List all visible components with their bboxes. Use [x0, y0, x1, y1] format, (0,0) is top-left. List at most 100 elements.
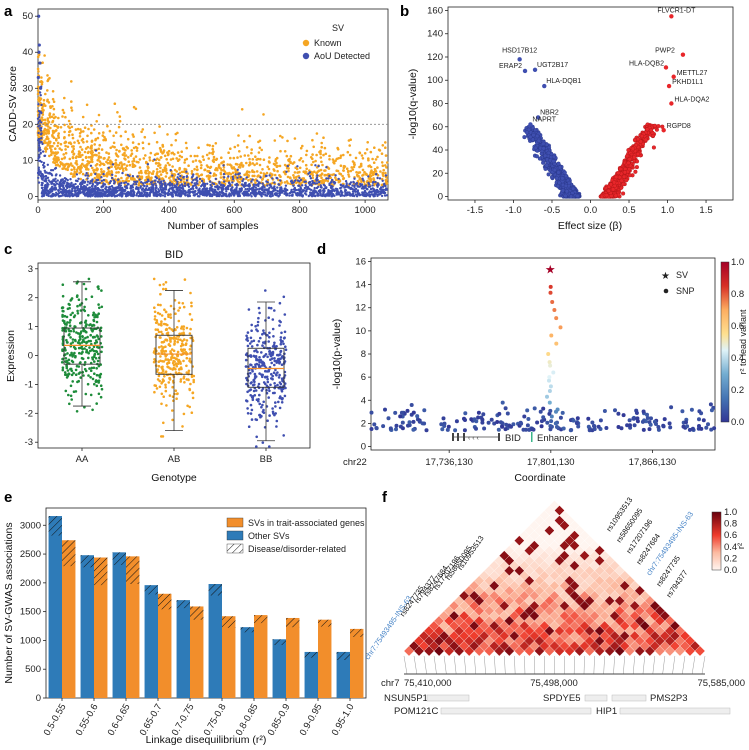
aou-point — [39, 151, 42, 154]
known-point — [231, 171, 235, 175]
aou-point — [227, 175, 230, 178]
aou-point — [364, 186, 367, 189]
gene-label: PKHD1L1 — [672, 79, 703, 86]
known-point — [69, 172, 73, 176]
known-point — [276, 164, 279, 168]
pos-point — [622, 170, 627, 175]
known-point — [122, 169, 125, 173]
aou-point — [251, 178, 254, 181]
known-point — [166, 153, 170, 157]
known-point — [131, 141, 135, 144]
known-point — [361, 157, 365, 160]
known-point — [36, 67, 40, 71]
known-point — [36, 92, 40, 96]
aou-point — [159, 184, 162, 187]
known-point — [75, 155, 78, 158]
aou-point — [107, 194, 111, 197]
aou-point — [234, 173, 237, 176]
aou-point — [174, 193, 178, 196]
known-point — [148, 156, 151, 159]
known-point — [63, 96, 66, 100]
known-point — [385, 178, 389, 181]
aou-point — [294, 179, 297, 182]
known-point — [152, 170, 155, 173]
known-point — [285, 180, 289, 183]
aou-point — [377, 183, 380, 187]
aou-point — [38, 137, 41, 141]
known-point — [57, 134, 60, 137]
aou-point — [157, 188, 160, 191]
aou-point — [228, 192, 231, 195]
known-point — [304, 163, 308, 167]
known-point — [37, 99, 41, 103]
pos-point — [627, 157, 632, 162]
known-point — [51, 144, 54, 148]
known-point — [120, 166, 123, 169]
aou-point — [130, 185, 133, 188]
aou-point — [54, 187, 58, 191]
aou-point — [161, 194, 165, 197]
aou-point — [347, 186, 350, 189]
aou-point — [132, 183, 135, 186]
aou-point — [270, 185, 273, 188]
known-point — [71, 149, 75, 153]
known-point — [220, 168, 223, 172]
aou-point — [344, 191, 347, 195]
known-point — [275, 161, 278, 165]
known-point — [50, 115, 54, 119]
aou-point — [325, 166, 328, 169]
aou-point — [63, 177, 67, 180]
pos-point — [604, 193, 609, 198]
aou-point — [333, 194, 336, 197]
aou-point — [40, 137, 43, 140]
aou-point — [355, 195, 359, 198]
known-point — [135, 149, 139, 152]
aou-point — [284, 184, 288, 187]
aou-point — [41, 181, 44, 185]
known-point — [63, 130, 66, 134]
neg-point — [563, 183, 568, 188]
known-point — [41, 113, 45, 116]
known-point — [112, 134, 115, 138]
known-point — [266, 178, 270, 182]
pos-point — [613, 193, 618, 198]
aou-point — [113, 189, 116, 193]
known-point — [43, 54, 46, 57]
aou-point — [176, 191, 179, 194]
aou-point — [252, 193, 255, 196]
aou-point — [125, 185, 128, 189]
aou-point — [246, 187, 249, 191]
aou-point — [196, 195, 200, 198]
aou-point — [43, 154, 47, 157]
pos-point — [625, 153, 630, 159]
aou-point — [361, 177, 364, 180]
aou-point — [86, 177, 89, 180]
expression-point — [61, 319, 65, 322]
neg-point — [537, 156, 542, 161]
known-point — [339, 156, 342, 160]
aou-point — [231, 175, 234, 179]
aou-point — [223, 180, 226, 183]
aou-point — [194, 178, 197, 181]
aou-point — [339, 189, 343, 192]
known-point — [381, 173, 385, 176]
aou-point — [41, 142, 44, 146]
known-point — [167, 149, 171, 153]
aou-point — [375, 189, 378, 192]
aou-point — [374, 180, 377, 184]
aou-point — [259, 176, 262, 179]
known-point — [261, 178, 264, 181]
known-point — [81, 162, 84, 166]
known-point — [254, 155, 257, 158]
known-point — [114, 152, 118, 155]
known-point — [178, 158, 181, 161]
aou-outlier — [37, 14, 41, 18]
aou-point — [201, 189, 204, 193]
panel-b-ytick-label: 60 — [432, 122, 443, 133]
aou-point — [279, 179, 282, 182]
neg-point — [556, 161, 561, 166]
aou-point — [40, 183, 43, 187]
known-point — [71, 164, 74, 168]
known-point — [90, 157, 93, 161]
aou-point — [309, 188, 313, 192]
